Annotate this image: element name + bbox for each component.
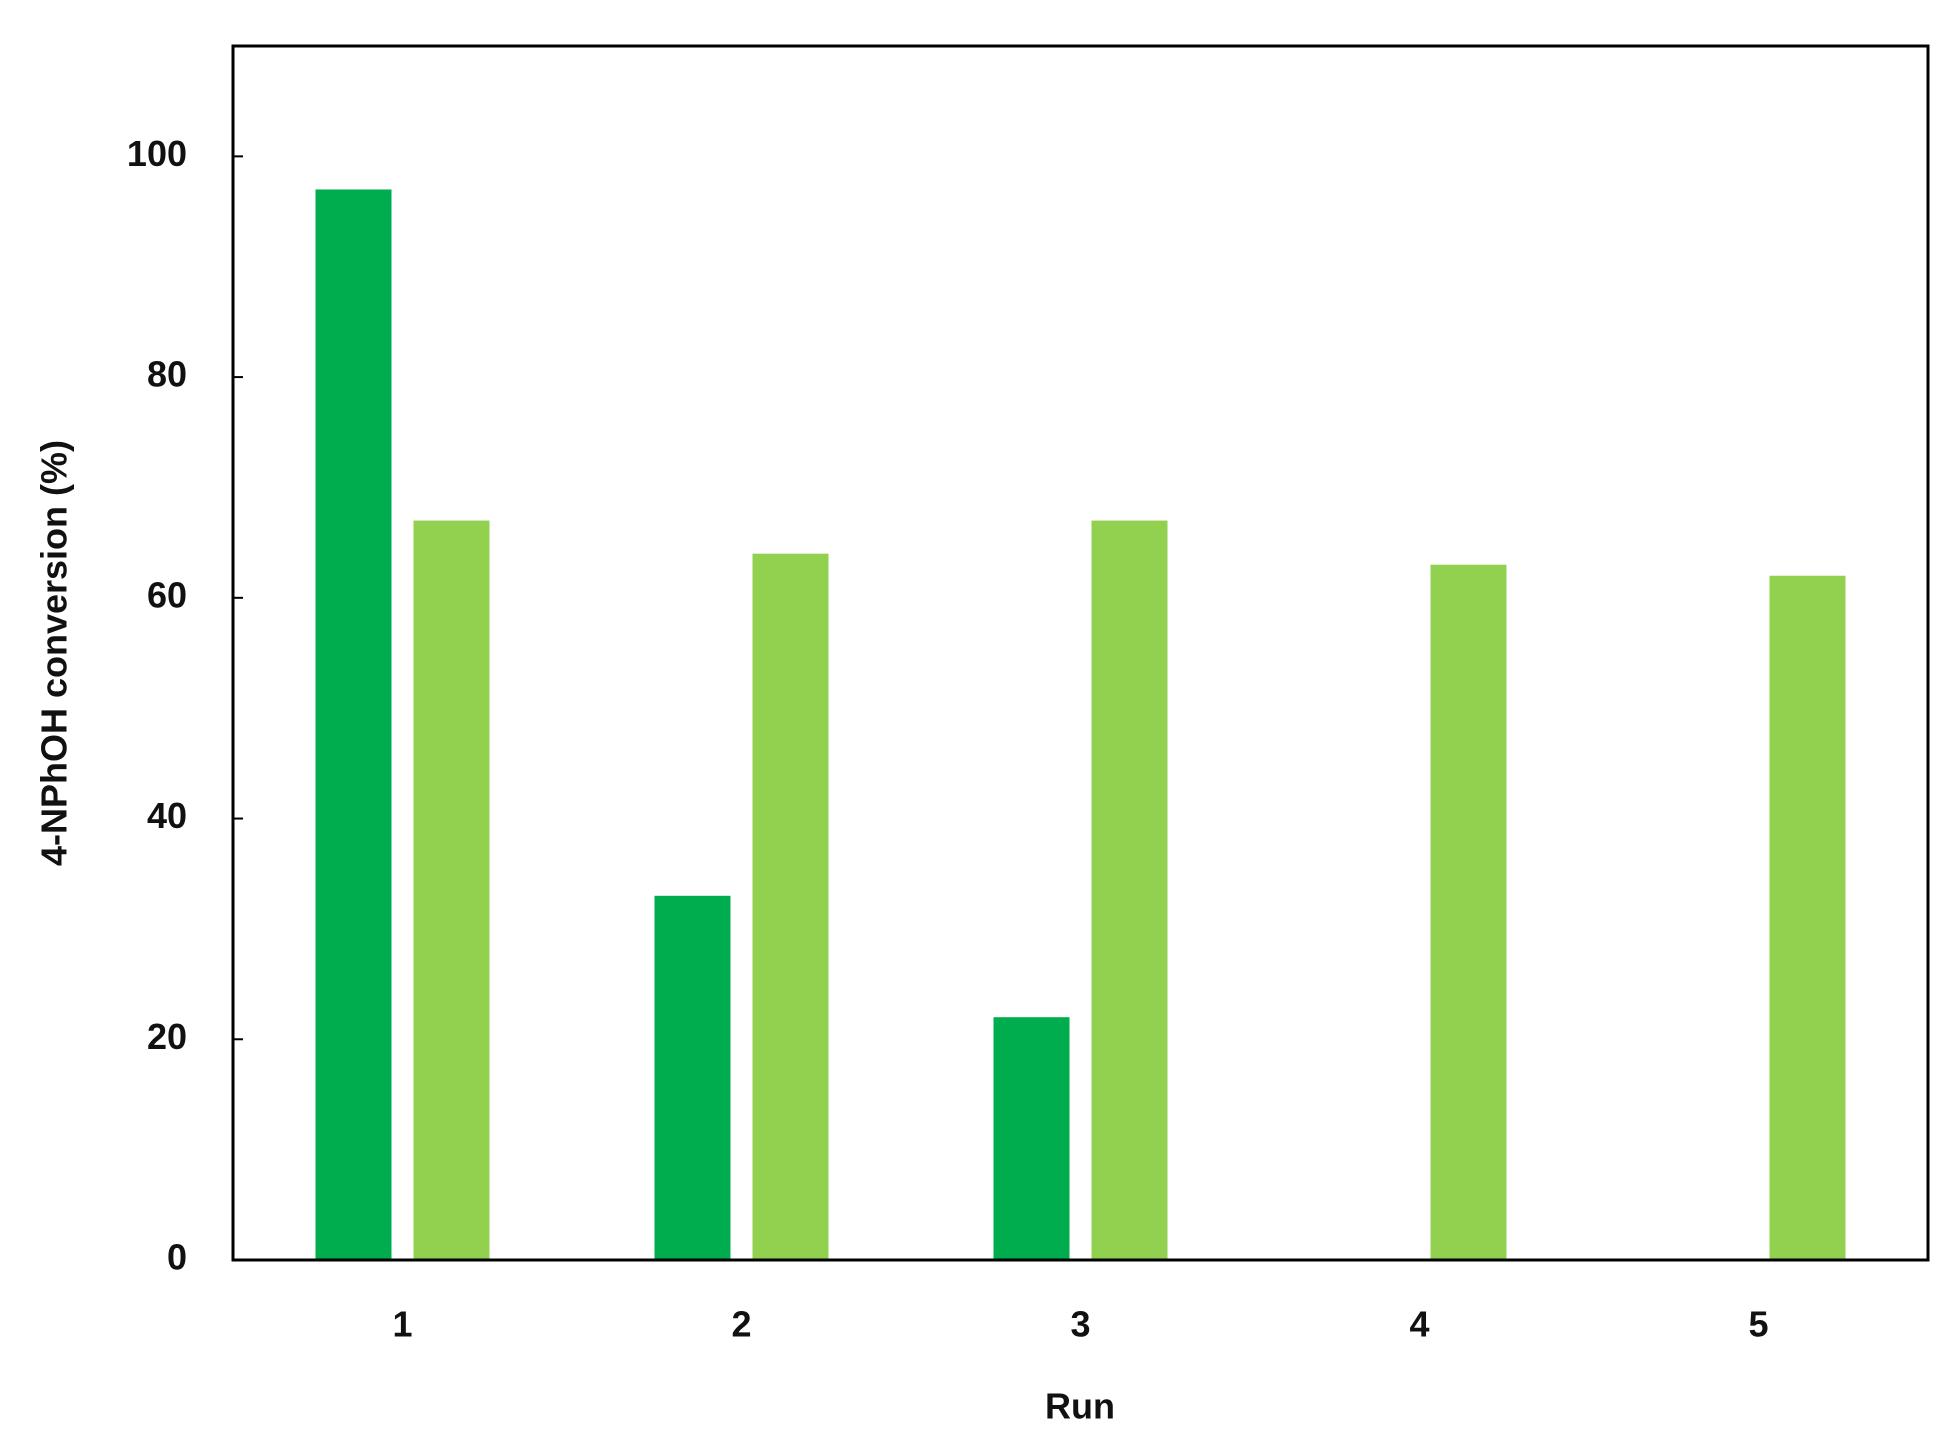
bar [1430,564,1507,1260]
bar [1091,520,1168,1260]
x-tick-label: 5 [1748,1304,1768,1345]
y-tick-label: 80 [147,354,187,395]
x-tick-label: 1 [392,1304,412,1345]
y-tick-label: 40 [147,795,187,836]
y-axis-title: 4-NPhOH conversion (%) [34,440,75,866]
y-tick-label: 0 [167,1237,187,1278]
x-tick-label: 4 [1409,1304,1429,1345]
bar [752,553,829,1260]
y-tick-label: 100 [127,133,187,174]
bar [654,895,731,1260]
bar [993,1017,1070,1260]
bar [413,520,490,1260]
y-tick-label: 60 [147,574,187,615]
y-tick-label: 20 [147,1016,187,1057]
x-axis-title: Run [1045,1386,1115,1427]
x-tick-label: 3 [1070,1304,1090,1345]
x-tick-label: 2 [731,1304,751,1345]
plot-frame [231,44,1930,1262]
bar [315,189,392,1260]
bar [1769,575,1846,1260]
